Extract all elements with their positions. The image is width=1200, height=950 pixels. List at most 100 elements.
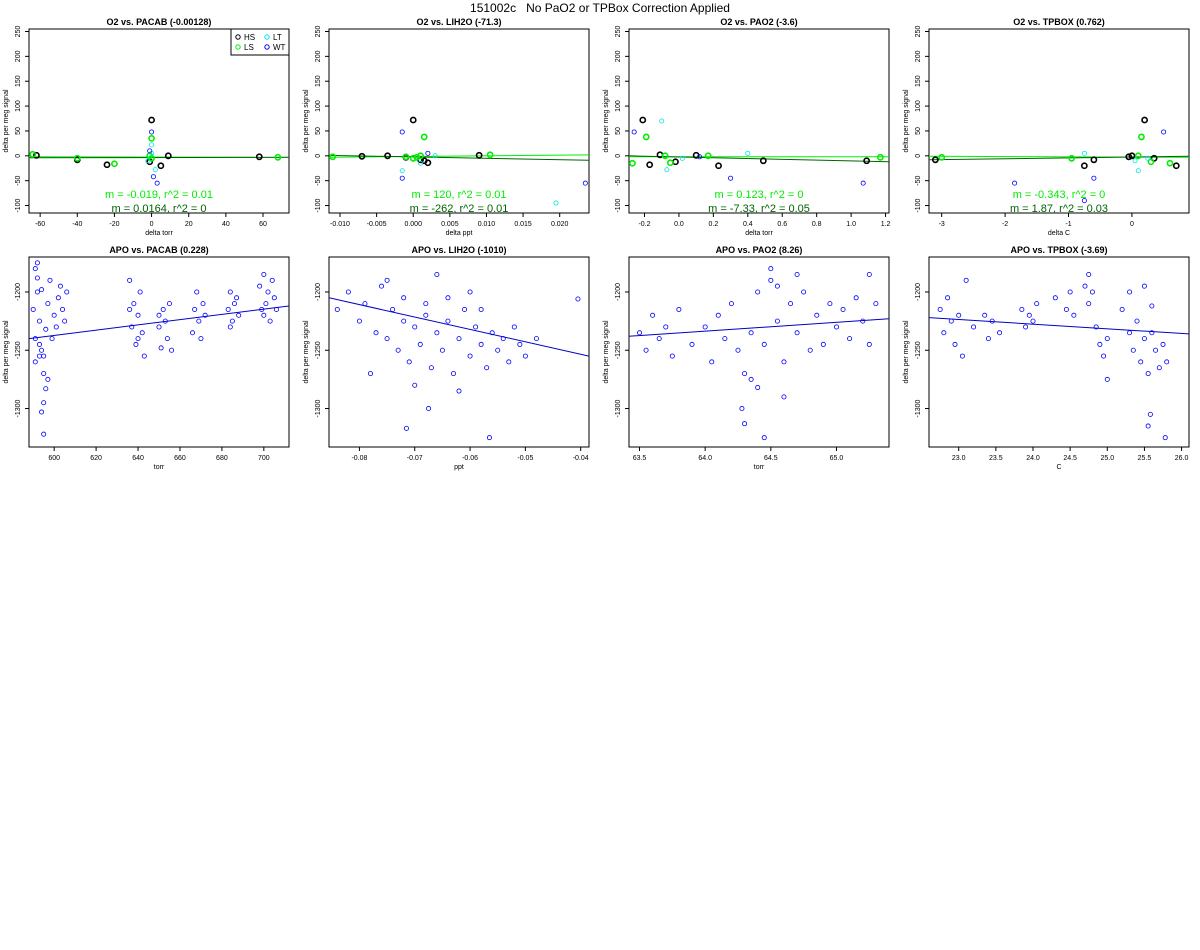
regression-line (929, 317, 1189, 335)
data-point (788, 301, 794, 307)
panel-7: APO vs. PAO2 (8.26) 63.5 64.0 64.5 65.0 -1300… (603, 245, 890, 471)
data-point (642, 133, 650, 141)
data-point (1063, 306, 1069, 312)
data-point (390, 306, 396, 312)
data-point (697, 154, 703, 160)
data-point (1135, 168, 1141, 174)
x-tick-label: 660 (174, 455, 186, 462)
x-tick-label: 0.000 (404, 221, 422, 228)
data-point (1145, 155, 1151, 161)
x-tick-label: 640 (132, 455, 144, 462)
data-point (160, 306, 166, 312)
data-point (495, 347, 501, 353)
data-point (1127, 289, 1133, 295)
data-point (358, 152, 366, 160)
y-tick-label: 0 (15, 154, 22, 158)
y-tick-label: -1200 (915, 283, 922, 301)
data-point (676, 306, 682, 312)
data-point (475, 151, 483, 159)
data-point (434, 330, 440, 336)
x-tick-label: 0.0 (674, 221, 684, 228)
data-point (401, 295, 407, 301)
y-tick-label: 200 (315, 50, 322, 62)
data-point (265, 289, 271, 295)
y-axis-label: delta per meg signal (603, 320, 610, 383)
y-tick-label: -1200 (15, 283, 22, 301)
data-point (41, 353, 47, 359)
data-point (57, 283, 63, 289)
data-point (345, 289, 351, 295)
data-point (259, 306, 265, 312)
data-point (129, 324, 135, 330)
data-point (29, 150, 37, 158)
data-point (255, 153, 263, 161)
data-point (158, 345, 164, 351)
data-point (742, 421, 748, 427)
data-point (261, 271, 267, 277)
data-point (417, 152, 424, 160)
data-point (748, 330, 754, 336)
x-axis-label: C (1056, 464, 1061, 471)
data-point (36, 318, 42, 324)
data-point (715, 162, 722, 170)
chart-title: APO vs. LIH2O (-1010) (411, 245, 506, 255)
data-point (64, 289, 70, 295)
y-tick-label: 100 (315, 100, 322, 112)
data-point (36, 353, 42, 359)
data-point (32, 359, 38, 365)
data-point (728, 175, 734, 181)
data-point (666, 159, 674, 167)
x-tick-label: 620 (90, 455, 102, 462)
regression-line (329, 154, 589, 161)
y-tick-label: -1300 (15, 399, 22, 417)
y-tick-label: -1250 (615, 341, 622, 359)
x-axis-label: delta torr (145, 230, 173, 237)
data-point (141, 353, 147, 359)
data-point (945, 295, 951, 301)
data-point (761, 341, 767, 347)
data-point (656, 336, 662, 342)
y-tick-label: 50 (915, 127, 922, 135)
chart-title: O2 vs. PACAB (-0.00128) (107, 17, 212, 27)
data-point (403, 425, 409, 431)
data-area (629, 266, 889, 441)
data-point (147, 148, 153, 154)
data-point (486, 435, 492, 441)
y-tick-label: 100 (615, 100, 622, 112)
y-tick-label: -1200 (615, 283, 622, 301)
y-axis-label: delta per meg signal (3, 89, 10, 152)
regression-line (929, 155, 1189, 161)
data-point (860, 318, 866, 324)
data-point (853, 295, 859, 301)
data-point (1026, 312, 1032, 318)
x-tick-label: -3 (939, 221, 945, 228)
data-point (49, 336, 55, 342)
data-point (149, 129, 155, 135)
regression-line (329, 154, 589, 158)
data-point (379, 283, 385, 289)
data-point (489, 330, 495, 336)
data-point (157, 162, 165, 170)
data-point (164, 336, 170, 342)
data-point (1153, 347, 1159, 353)
x-tick-label: 64.5 (764, 455, 778, 462)
data-point (997, 330, 1003, 336)
y-tick-label: 50 (315, 127, 322, 135)
data-area (29, 116, 289, 186)
data-point (794, 330, 800, 336)
data-point (225, 306, 231, 312)
data-point (985, 336, 991, 342)
x-tick-label: 65.0 (830, 455, 844, 462)
data-point (650, 312, 656, 318)
y-tick-label: 200 (915, 50, 922, 62)
data-point (937, 306, 943, 312)
data-point (362, 301, 368, 307)
chart-title: APO vs. TPBOX (-3.69) (1010, 245, 1107, 255)
y-tick-label: 150 (915, 75, 922, 87)
data-point (263, 301, 269, 307)
data-point (963, 277, 969, 283)
data-point (1067, 289, 1073, 295)
y-tick-label: 50 (615, 127, 622, 135)
data-point (1104, 376, 1110, 382)
x-tick-label: -0.2 (638, 221, 650, 228)
